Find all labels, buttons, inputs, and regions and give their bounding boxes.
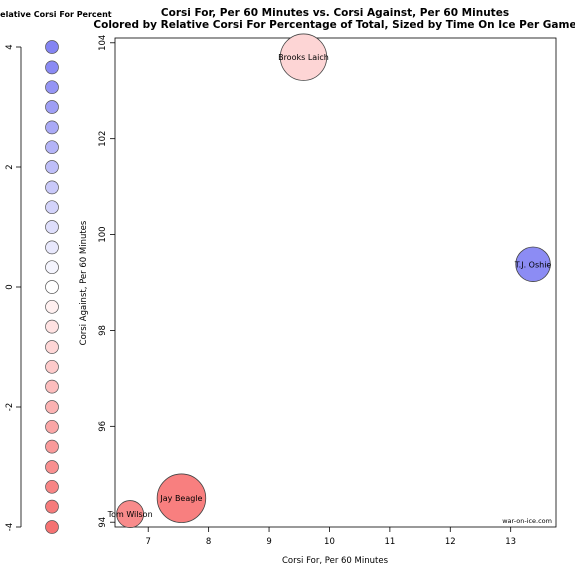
legend-swatch	[45, 299, 59, 314]
legend-swatch	[45, 419, 59, 434]
y-tick-label: 104	[98, 35, 108, 51]
legend-swatch	[45, 280, 59, 294]
legend-swatch	[45, 140, 59, 155]
legend-swatch	[45, 319, 59, 334]
y-axis-label: Corsi Against, Per 60 Minutes	[79, 220, 89, 345]
y-tick-label: 102	[98, 131, 108, 147]
scatter-point	[515, 246, 551, 282]
legend-swatch	[45, 80, 59, 95]
legend-swatch	[45, 200, 59, 215]
legend-swatch	[45, 220, 59, 234]
point-label: T.J. Oshie	[514, 260, 552, 269]
x-tick-label: 9	[266, 537, 271, 547]
point-label: Brooks Laich	[278, 53, 329, 62]
x-tick-label: 13	[505, 537, 516, 547]
x-axis: 7 8 9 10 11 12 13	[146, 527, 516, 547]
chart-subtitle: Colored by Relative Corsi For Percentage…	[93, 19, 575, 31]
legend-swatch	[45, 100, 59, 114]
legend-title: Relative Corsi For Percent	[0, 10, 112, 19]
scatter-points: Brooks Laich T.J. Oshie Jay Beagle Tom Wils…	[107, 33, 552, 528]
legend-swatch	[45, 180, 59, 195]
color-scale-legend: Relative Corsi For Percent 4 2 0 -2 -4	[0, 10, 112, 534]
scatter-point	[116, 500, 145, 528]
x-tick-label: 7	[146, 537, 151, 547]
x-tick-label: 10	[324, 537, 335, 547]
point-label: Jay Beagle	[159, 494, 202, 503]
watermark: war-on-ice.com	[502, 517, 552, 525]
legend-swatch	[45, 400, 59, 414]
legend-swatches	[45, 40, 59, 534]
y-tick-label: 96	[98, 421, 108, 432]
chart-title: Corsi For, Per 60 Minutes vs. Corsi Agai…	[161, 7, 509, 19]
plot-area	[114, 37, 557, 528]
legend-swatch	[45, 379, 59, 394]
x-tick-label: 8	[206, 537, 211, 547]
legend-swatch	[45, 260, 59, 275]
legend-tick-label: -4	[5, 523, 15, 531]
legend-swatch	[45, 439, 59, 454]
legend-swatch	[45, 479, 59, 494]
y-tick-label: 100	[98, 226, 108, 242]
legend-swatch	[45, 40, 59, 54]
y-axis: 94 96 98 100 102 104	[98, 35, 115, 528]
legend-swatch	[45, 120, 59, 135]
legend-axis: 4 2 0 -2 -4	[5, 44, 22, 531]
x-tick-label: 12	[445, 537, 456, 547]
y-tick-label: 98	[98, 325, 108, 336]
legend-tick-label: 4	[5, 44, 15, 49]
legend-swatch	[45, 340, 59, 354]
point-label: Tom Wilson	[107, 510, 153, 519]
x-axis-label: Corsi For, Per 60 Minutes	[282, 556, 389, 566]
x-tick-label: 11	[384, 537, 395, 547]
legend-tick-label: 2	[5, 164, 15, 169]
scatter-point	[156, 473, 207, 523]
legend-swatch	[45, 520, 59, 534]
y-tick-label: 94	[98, 517, 108, 528]
legend-swatch	[45, 60, 59, 75]
legend-swatch	[45, 499, 59, 514]
legend-swatch	[45, 160, 59, 174]
legend-swatch	[45, 240, 59, 255]
scatter-point	[279, 33, 328, 81]
legend-tick-label: -2	[5, 403, 15, 411]
legend-swatch	[45, 460, 59, 474]
legend-tick-label: 0	[5, 284, 15, 289]
legend-swatch	[45, 359, 59, 374]
